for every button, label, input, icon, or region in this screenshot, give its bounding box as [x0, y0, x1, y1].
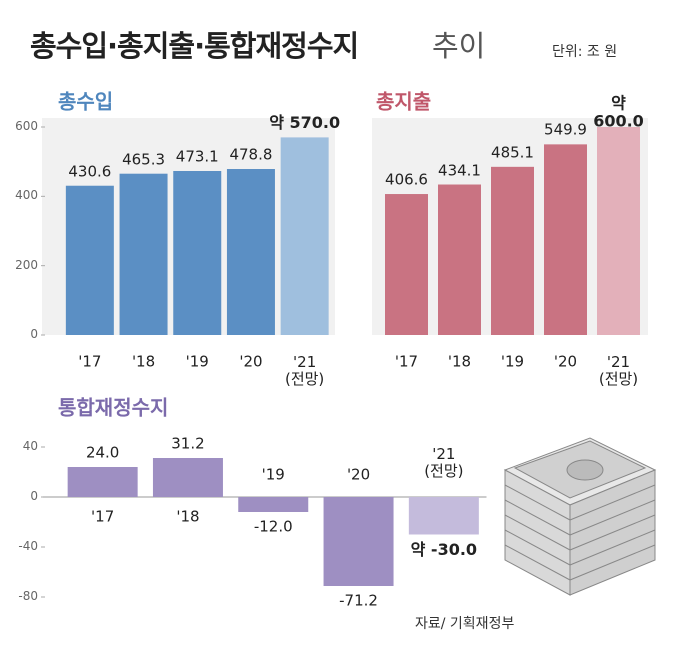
bar: [238, 497, 309, 512]
value-label: -71.2: [339, 591, 378, 610]
value-label: 24.0: [85, 443, 120, 462]
value-label: 430.6: [68, 162, 112, 181]
x-tick-label: '17: [394, 352, 419, 371]
x-tick-label: '21 (전망): [284, 352, 325, 388]
bar: [323, 497, 394, 586]
x-tick-label: '18: [447, 352, 472, 371]
value-label: 406.6: [385, 170, 428, 189]
value-label: 약 -30.0: [410, 539, 478, 559]
bar: [438, 184, 481, 335]
x-tick-label: '20: [239, 352, 263, 371]
bar: [408, 497, 479, 535]
bar: [173, 170, 222, 335]
value-label: -12.0: [253, 517, 293, 536]
value-label: 465.3: [122, 150, 166, 169]
bar: [67, 467, 138, 497]
value-label: 31.2: [171, 434, 205, 453]
bar: [65, 185, 114, 335]
y-tick-label: 40: [22, 439, 38, 454]
bar: [491, 166, 534, 335]
y-tick-label: -40: [18, 539, 38, 554]
value-label: 약 570.0: [269, 113, 341, 133]
y-tick-label: 600: [15, 119, 38, 134]
x-tick-label: '21 (전망): [598, 352, 639, 388]
unit-note: 단위: 조 원: [552, 44, 618, 60]
bar: [226, 169, 275, 335]
value-label: 434.1: [438, 160, 481, 179]
money-icon: [503, 437, 657, 596]
x-tick-label: '20: [346, 465, 371, 484]
x-tick-label: '20: [553, 352, 578, 371]
value-label: 478.8: [229, 145, 273, 164]
chart-title: 총수입: [58, 89, 114, 114]
chart-title: 통합재정수지: [58, 395, 169, 420]
value-label: 약 600.0: [593, 93, 644, 131]
x-tick-label: '19: [185, 352, 209, 371]
y-tick-label: 0: [30, 489, 38, 504]
y-tick-label: 0: [30, 327, 38, 342]
bar: [119, 173, 168, 335]
y-tick-label: 400: [15, 188, 38, 203]
bar: [385, 194, 428, 335]
value-label: 549.9: [544, 120, 587, 139]
x-tick-label: '18: [131, 352, 156, 371]
source-note: 자료/ 기획재정부: [415, 616, 515, 632]
y-tick-label: 200: [15, 257, 38, 272]
x-tick-label: '19: [500, 352, 525, 371]
title-suffix: 추이: [432, 29, 486, 63]
bar: [544, 144, 587, 335]
y-tick-label: -80: [18, 589, 38, 604]
bar: [597, 127, 640, 335]
value-label: 485.1: [491, 143, 534, 162]
bar: [280, 137, 329, 335]
x-tick-label: '21 (전망): [424, 444, 464, 480]
x-tick-label: '17: [78, 352, 102, 371]
page-title: 총수입·총지출·통합재정수지: [30, 29, 359, 63]
x-tick-label: '18: [176, 507, 200, 526]
x-tick-label: '19: [261, 465, 285, 484]
bar: [152, 458, 223, 497]
value-label: 473.1: [175, 147, 219, 166]
chart-title: 총지출: [376, 89, 432, 114]
x-tick-label: '17: [91, 507, 115, 526]
